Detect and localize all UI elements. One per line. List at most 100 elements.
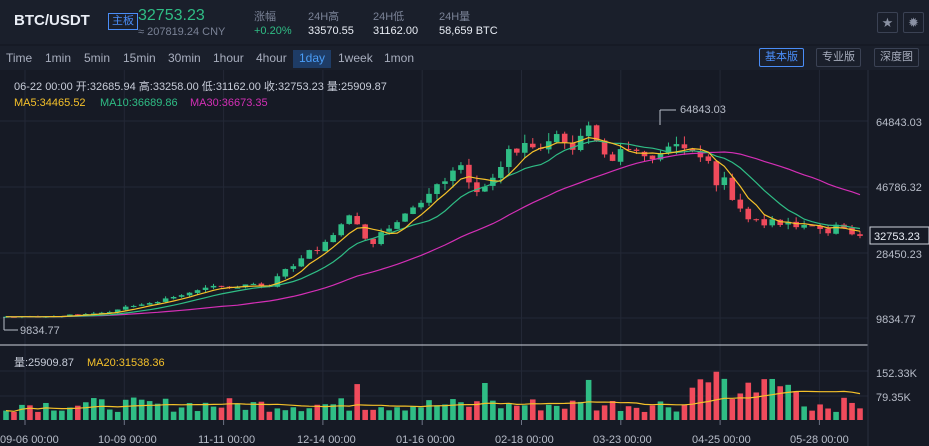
last-price-tag	[869, 226, 929, 245]
candle	[498, 166, 504, 178]
tab-time[interactable]: Time	[6, 51, 33, 65]
tab-5min[interactable]: 5min	[84, 51, 111, 65]
pair-name[interactable]: BTC/USDT	[14, 12, 90, 29]
volume-bar	[681, 404, 688, 420]
stat-value: 58,659 BTC	[439, 25, 498, 37]
candle	[162, 298, 169, 302]
candle	[418, 202, 424, 208]
candle	[785, 221, 791, 225]
candle	[657, 153, 664, 160]
volume-bar	[330, 404, 337, 420]
volume-bar	[777, 386, 783, 420]
candle	[346, 215, 352, 224]
candle	[681, 144, 688, 149]
volume-bar	[649, 405, 656, 420]
volume-bar	[745, 382, 752, 420]
tab-1mon[interactable]: 1mon	[384, 51, 415, 65]
candle	[514, 148, 520, 153]
candle	[474, 182, 480, 193]
kline-chart[interactable]: 06-22 00:00 开:32685.94 高:33258.00 低:3116…	[0, 70, 929, 446]
candle	[673, 144, 680, 147]
candle	[801, 225, 807, 228]
volume-bar	[817, 404, 823, 420]
volume-bar	[234, 403, 241, 420]
stat-value: 33570.55	[308, 25, 354, 37]
price-tick-label: 28450.23	[876, 249, 922, 261]
candle	[362, 224, 368, 239]
candle	[234, 287, 241, 289]
candle	[202, 287, 209, 290]
volume-bar	[785, 384, 791, 420]
volume-bar	[793, 391, 799, 420]
volume-bar	[226, 398, 233, 420]
candle	[665, 146, 672, 153]
ma5-legend: MA5:34465.52	[14, 97, 86, 109]
last-price: 32753.23	[138, 7, 205, 24]
stat-high: 24H高 33570.55	[308, 8, 354, 37]
candle	[67, 314, 73, 316]
volume-bar	[418, 407, 424, 420]
volume-bar	[130, 397, 137, 420]
volume-tick-label: 79.35K	[876, 392, 912, 404]
candle	[322, 241, 329, 252]
candle	[282, 269, 289, 277]
candle	[442, 181, 448, 184]
candle	[258, 283, 265, 286]
depth-chart-button[interactable]: 深度图	[874, 48, 919, 67]
x-tick-label: 05-28 00:00	[790, 434, 849, 446]
favorite-star-icon[interactable]: ★	[877, 12, 898, 33]
volume-bar	[553, 405, 560, 420]
candle	[130, 305, 137, 307]
candle	[633, 149, 640, 151]
volume-bar	[242, 409, 249, 420]
volume-bar	[370, 409, 376, 420]
tab-1day[interactable]: 1day	[293, 50, 332, 68]
candle	[186, 292, 193, 296]
volume-bar	[761, 379, 768, 420]
volume-bar	[3, 410, 9, 420]
candle	[386, 228, 392, 232]
basic-view-button[interactable]: 基本版	[759, 48, 804, 67]
candle	[617, 149, 624, 162]
volume-bar	[402, 410, 408, 420]
candle	[75, 314, 81, 316]
candle	[521, 142, 528, 153]
stat-value: +0.20%	[254, 25, 292, 37]
max-price-marker: 64843.03	[659, 104, 726, 125]
tab-15min[interactable]: 15min	[123, 51, 156, 65]
settings-gear-icon[interactable]: ✹	[903, 12, 924, 33]
tab-1min[interactable]: 1min	[45, 51, 72, 65]
volume-bar	[617, 410, 624, 420]
volume-bar	[713, 371, 720, 420]
kline-svg[interactable]: 06-22 00:00 开:32685.94 高:33258.00 低:3116…	[0, 70, 929, 446]
ma30-legend: MA30:36673.35	[190, 97, 268, 109]
candle	[170, 296, 177, 299]
candle	[378, 232, 384, 245]
tab-4hour[interactable]: 4hour	[256, 51, 287, 65]
candle	[250, 283, 257, 285]
volume-bar	[106, 409, 113, 420]
tab-30min[interactable]: 30min	[168, 51, 201, 65]
candle	[194, 290, 201, 293]
tab-1week[interactable]: 1week	[338, 51, 373, 65]
volume-bar	[841, 397, 847, 420]
grid	[0, 70, 868, 425]
pro-view-button[interactable]: 专业版	[816, 48, 861, 67]
candle	[625, 148, 632, 150]
stat-volume: 24H量 58,659 BTC	[439, 8, 498, 37]
tab-1hour[interactable]: 1hour	[213, 51, 244, 65]
volume-bar	[625, 406, 632, 420]
candle	[809, 225, 815, 227]
candle	[793, 221, 799, 228]
candle	[713, 161, 720, 186]
candle	[553, 134, 560, 143]
volume-bar	[394, 407, 400, 420]
ma5-line	[5, 136, 861, 318]
candle	[218, 285, 225, 287]
volume-bar	[114, 411, 121, 420]
candle	[833, 224, 839, 234]
candle	[3, 316, 9, 318]
volume-bar	[338, 398, 345, 420]
volume-ma20-legend: MA20:31538.36	[87, 357, 165, 369]
volume-bar	[98, 399, 105, 420]
